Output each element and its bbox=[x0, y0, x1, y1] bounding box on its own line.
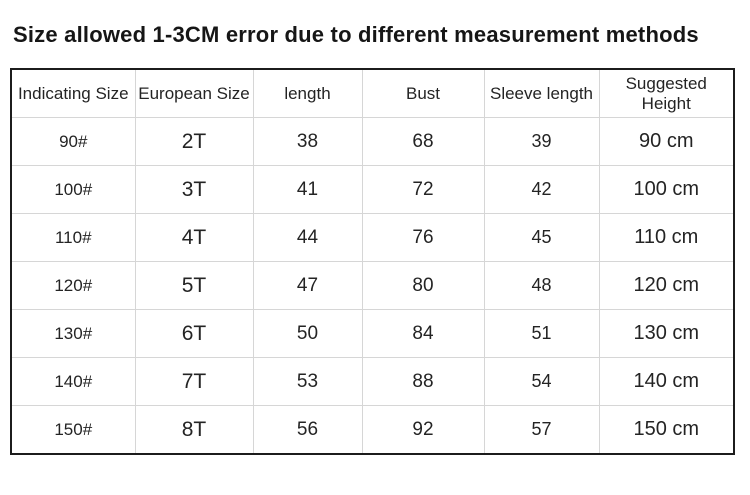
cell-sleeve-length: 39 bbox=[483, 117, 600, 166]
cell-bust: 84 bbox=[361, 309, 485, 358]
cell-indicating-size: 100# bbox=[10, 165, 136, 214]
cell-length: 47 bbox=[252, 261, 363, 310]
cell-bust: 80 bbox=[361, 261, 485, 310]
cell-length: 38 bbox=[252, 117, 363, 166]
header-length: length bbox=[252, 68, 363, 118]
table-header-row: Indicating Size European Size length Bus… bbox=[10, 68, 735, 118]
cell-suggested-height: 120 cm bbox=[598, 261, 735, 310]
header-indicating-size: Indicating Size bbox=[10, 68, 136, 118]
cell-sleeve-length: 54 bbox=[483, 357, 600, 406]
cell-european-size: 5T bbox=[134, 261, 254, 310]
cell-length: 41 bbox=[252, 165, 363, 214]
cell-length: 53 bbox=[252, 357, 363, 406]
page-title: Size allowed 1-3CM error due to differen… bbox=[13, 22, 699, 47]
table-row: 120# 5T 47 80 48 120 cm bbox=[10, 261, 735, 310]
cell-european-size: 6T bbox=[134, 309, 254, 358]
cell-indicating-size: 140# bbox=[10, 357, 136, 406]
header-suggested-height: Suggested Height bbox=[598, 68, 735, 118]
cell-bust: 92 bbox=[361, 405, 485, 455]
table-row: 130# 6T 50 84 51 130 cm bbox=[10, 309, 735, 358]
table-row: 150# 8T 56 92 57 150 cm bbox=[10, 405, 735, 455]
cell-european-size: 4T bbox=[134, 213, 254, 262]
cell-sleeve-length: 48 bbox=[483, 261, 600, 310]
table-row: 110# 4T 44 76 45 110 cm bbox=[10, 213, 735, 262]
size-table: Indicating Size European Size length Bus… bbox=[10, 68, 735, 455]
cell-bust: 76 bbox=[361, 213, 485, 262]
header-bust: Bust bbox=[361, 68, 485, 118]
cell-suggested-height: 110 cm bbox=[598, 213, 735, 262]
cell-sleeve-length: 57 bbox=[483, 405, 600, 455]
cell-sleeve-length: 42 bbox=[483, 165, 600, 214]
cell-suggested-height: 150 cm bbox=[598, 405, 735, 455]
cell-indicating-size: 110# bbox=[10, 213, 136, 262]
cell-length: 44 bbox=[252, 213, 363, 262]
cell-suggested-height: 100 cm bbox=[598, 165, 735, 214]
cell-sleeve-length: 45 bbox=[483, 213, 600, 262]
cell-bust: 72 bbox=[361, 165, 485, 214]
cell-indicating-size: 90# bbox=[10, 117, 136, 166]
cell-suggested-height: 90 cm bbox=[598, 117, 735, 166]
cell-indicating-size: 150# bbox=[10, 405, 136, 455]
cell-european-size: 2T bbox=[134, 117, 254, 166]
cell-sleeve-length: 51 bbox=[483, 309, 600, 358]
table-row: 140# 7T 53 88 54 140 cm bbox=[10, 357, 735, 406]
cell-indicating-size: 120# bbox=[10, 261, 136, 310]
table-row: 100# 3T 41 72 42 100 cm bbox=[10, 165, 735, 214]
cell-european-size: 8T bbox=[134, 405, 254, 455]
cell-suggested-height: 130 cm bbox=[598, 309, 735, 358]
cell-european-size: 7T bbox=[134, 357, 254, 406]
cell-suggested-height: 140 cm bbox=[598, 357, 735, 406]
cell-length: 50 bbox=[252, 309, 363, 358]
table-row: 90# 2T 38 68 39 90 cm bbox=[10, 117, 735, 166]
cell-european-size: 3T bbox=[134, 165, 254, 214]
header-european-size: European Size bbox=[134, 68, 254, 118]
cell-length: 56 bbox=[252, 405, 363, 455]
cell-indicating-size: 130# bbox=[10, 309, 136, 358]
cell-bust: 68 bbox=[361, 117, 485, 166]
cell-bust: 88 bbox=[361, 357, 485, 406]
header-sleeve-length: Sleeve length bbox=[483, 68, 600, 118]
